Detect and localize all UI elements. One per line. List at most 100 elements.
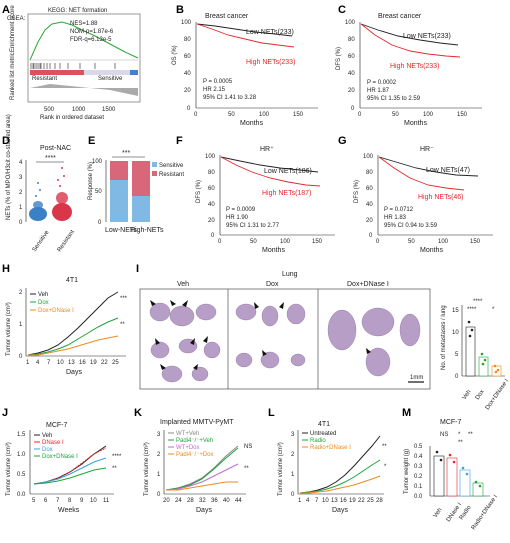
metric-area (30, 84, 138, 96)
graphic (30, 63, 116, 69)
axis-text: 150 (312, 239, 323, 245)
axis-text: 100 (345, 20, 356, 26)
axis-text: 1 (157, 472, 161, 478)
panel-letter: K (134, 407, 142, 419)
axis-text: Radio+DNase I (471, 494, 500, 531)
panel-g: G HR⁻ 100 80 60 40 20 0 DFS (%) Low NETs… (338, 135, 493, 254)
axis-text: 40 (348, 71, 355, 77)
axis-text: 11 (103, 498, 110, 504)
panel-letter: M (402, 407, 411, 419)
axis-text: 100 (363, 154, 374, 160)
axis-text: 1 (19, 322, 23, 328)
low-label: Low NETs(47) (426, 167, 470, 174)
panel-letter: D (2, 135, 10, 147)
axis-text: 22 (358, 498, 365, 504)
axis-text: Days (332, 507, 348, 514)
data-point (435, 450, 439, 454)
fdr-value: FDR-q=6.13e-5 (70, 37, 112, 43)
y-axis-label: Response (%) (88, 162, 94, 200)
low-label: Low NETs(186) (264, 168, 312, 175)
axis-text: 80 (208, 170, 215, 176)
axis-text: 40 (184, 71, 191, 77)
panel-letter: J (2, 407, 8, 419)
axis-text: Days (66, 369, 82, 376)
axis-text: Months (240, 120, 263, 127)
veh-curve (27, 291, 119, 356)
axis-text: **** (473, 299, 483, 305)
resistant-dots (52, 167, 72, 221)
axis-text: 0.1 (414, 484, 423, 490)
scale-bar-label: 1mm (410, 375, 423, 381)
low-label: Low NETs(233) (403, 33, 451, 40)
graphic (235, 303, 257, 321)
axis-text: 40 (223, 498, 230, 504)
axis-text: 4 (36, 360, 40, 366)
axis-text: 60 (348, 54, 355, 60)
axis-text: HR 1.90 (226, 215, 249, 221)
axis-text: 0 (157, 492, 161, 498)
high-label: High NETs(46) (418, 194, 464, 201)
axis-text: 20 (184, 88, 191, 94)
axis-text: * (492, 307, 495, 313)
significance: NS (244, 444, 252, 450)
axis-text: WT+Veh (176, 431, 199, 437)
panel-letter: L (268, 407, 275, 419)
axis-text: 25 (112, 360, 119, 366)
axis-text: 0 (19, 354, 23, 360)
metric-ylabel: Ranked list metric (10, 52, 16, 100)
graphic (448, 453, 456, 464)
bar (84, 70, 138, 75)
axis-text: HR 1.83 (384, 215, 407, 221)
axis-text: 20 (208, 218, 215, 224)
axis-text: 0 (369, 233, 373, 239)
axis-text: Sensitive (32, 229, 51, 253)
col-label: Veh (177, 281, 189, 288)
axis-text: 0 (358, 112, 362, 118)
graphic (193, 364, 198, 370)
high-label: High NETs(233) (390, 63, 439, 70)
metastasis-arrows (150, 300, 371, 370)
axis-text: 150 (457, 112, 468, 118)
panel-i: I Lung Veh Dox Dox+DNase I 1mm No. of me… (136, 263, 510, 411)
panel-letter: E (88, 135, 95, 147)
axis-text: 13 (68, 360, 75, 366)
axis-text: 0.5 (17, 472, 26, 478)
axis-text: 60 (208, 186, 215, 192)
high-nets-curve (196, 23, 295, 48)
axis-text: 0 (291, 492, 295, 498)
significance: * (384, 464, 387, 470)
panel-h: H 4T1 0 1 2 Tumor volume (cm³) Veh Dox D… (2, 263, 128, 376)
low-nets-curve (360, 23, 459, 46)
data-point (63, 175, 65, 177)
data-point (470, 328, 474, 332)
bar (27, 13, 141, 103)
axis-text: 1 (26, 360, 30, 366)
axis-text: 150 (293, 112, 304, 118)
low-nets-curve (378, 156, 479, 177)
data-point (494, 370, 498, 374)
axis-text: P = 0.0002 (367, 80, 397, 86)
significance: *** (120, 296, 128, 302)
panel-title: Lung (282, 271, 298, 278)
axis-text: 25 (367, 498, 374, 504)
axis-text: 0 (351, 106, 355, 112)
high-label: High NETs(187) (262, 190, 311, 197)
enrichment-curve (29, 21, 139, 61)
axis-text: Dox+DNase I (38, 308, 74, 314)
axis-text: 0.0 (414, 494, 423, 500)
axis-text: 0 (98, 220, 102, 226)
graphic (235, 352, 253, 368)
y-axis-label: No. of metastases / lung (441, 305, 447, 370)
axis-text: 6 (44, 498, 48, 504)
axis-text: Low-NETs (105, 227, 137, 234)
axis-text: Veh (38, 292, 48, 298)
graphic (461, 466, 469, 476)
axis-text: Padi4⁻/⁻+Dox (176, 452, 214, 458)
legend-sensitive: Sensitive (159, 163, 184, 169)
panel-j: J MCF-7 0.0 0.5 1.0 1.5 Tumor volume (cm… (2, 407, 122, 514)
axis-text: * (458, 432, 461, 438)
axis-text: P = 0.0712 (384, 207, 414, 213)
axis-text: 80 (184, 37, 191, 43)
graphic (467, 320, 474, 338)
data-point (493, 364, 497, 368)
